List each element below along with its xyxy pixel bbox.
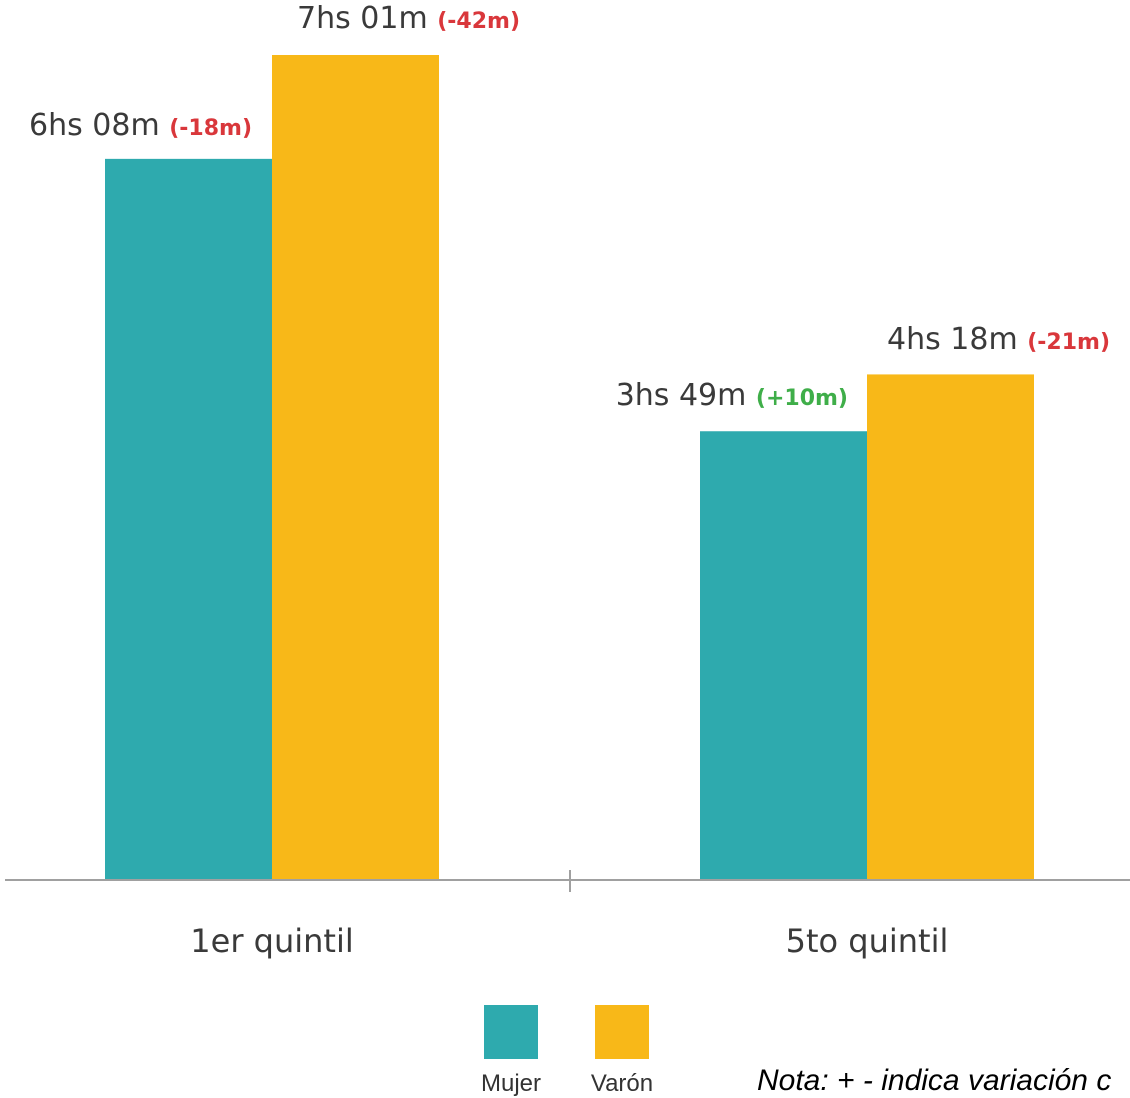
legend-label: Mujer bbox=[481, 1070, 541, 1097]
data-label: 6hs 08m (-18m) bbox=[29, 108, 252, 143]
axis-layer bbox=[5, 870, 1130, 892]
data-label: 7hs 01m (-42m) bbox=[297, 1, 520, 36]
bars-layer bbox=[105, 55, 1034, 880]
data-label-value: 6hs 08m bbox=[29, 108, 169, 143]
bar-varn-2 bbox=[867, 374, 1034, 880]
note-text: Nota: + - indica variación c bbox=[757, 1064, 1111, 1097]
data-label-value: 4hs 18m bbox=[887, 322, 1027, 357]
category-label: 5to quintil bbox=[786, 922, 949, 960]
legend-swatch bbox=[484, 1005, 538, 1059]
bar-mujer-1 bbox=[105, 158, 272, 880]
data-label-change: (-42m) bbox=[437, 9, 520, 34]
data-label-value: 7hs 01m bbox=[297, 1, 437, 36]
bar-varn-1 bbox=[272, 55, 439, 880]
legend-swatch bbox=[595, 1005, 649, 1059]
labels-layer: 6hs 08m (-18m) 7hs 01m (-42m) 1er quintil 3… bbox=[29, 1, 1110, 960]
data-label: 3hs 49m (+10m) bbox=[616, 378, 848, 413]
legend: Mujer Varón bbox=[481, 1005, 653, 1097]
data-label-change: (-18m) bbox=[169, 116, 252, 141]
data-label: 4hs 18m (-21m) bbox=[887, 322, 1110, 357]
legend-label: Varón bbox=[591, 1070, 653, 1097]
data-label-change: (-21m) bbox=[1027, 330, 1110, 355]
category-label: 1er quintil bbox=[190, 922, 353, 960]
bar-mujer-2 bbox=[700, 431, 867, 880]
data-label-change: (+10m) bbox=[756, 386, 848, 411]
data-label-value: 3hs 49m bbox=[616, 378, 756, 413]
